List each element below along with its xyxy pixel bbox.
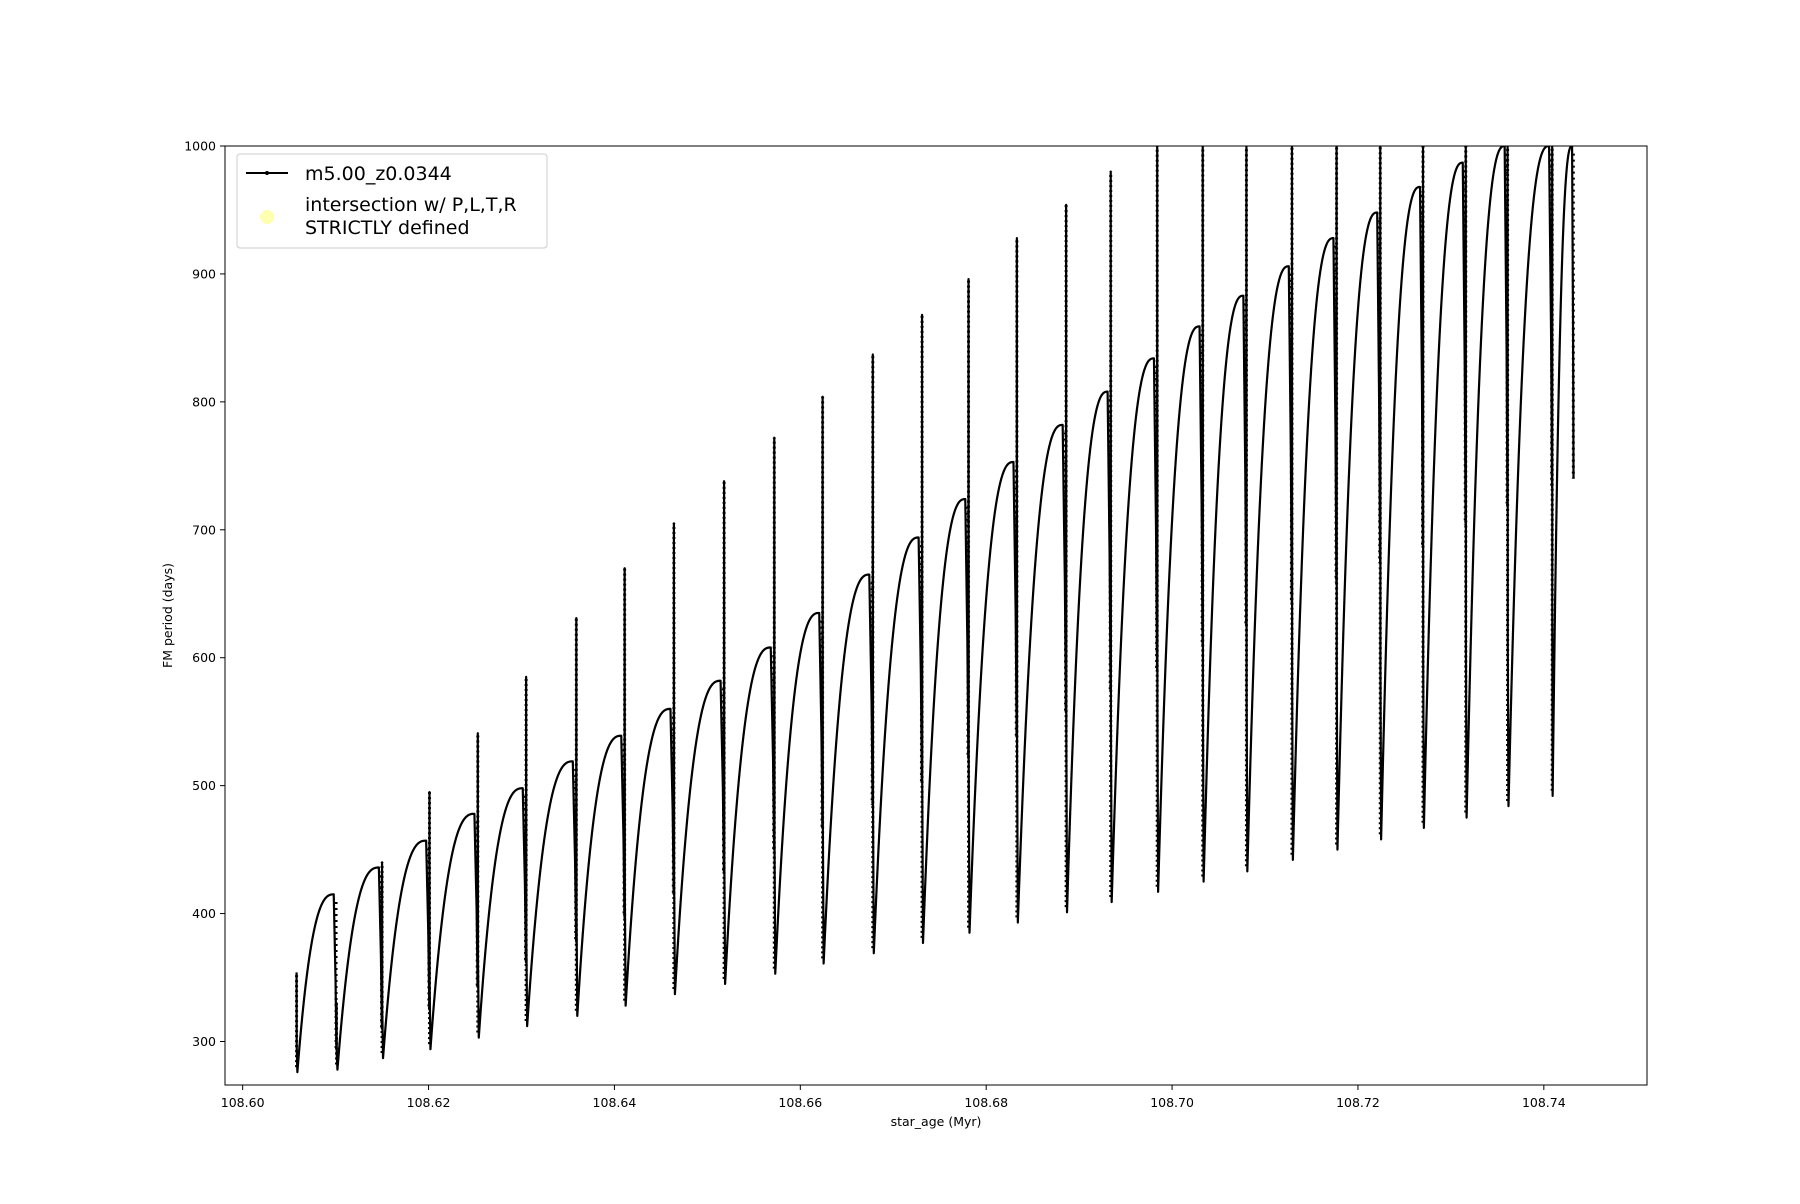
legend-label-series: m5.00_z0.0344: [305, 163, 452, 185]
y-tick-label: 500: [192, 778, 216, 793]
plot-frame: [224, 145, 1648, 1086]
y-tick-label: 600: [192, 650, 216, 665]
x-tick-label: 108.64: [593, 1095, 637, 1110]
x-tick-label: 108.60: [221, 1095, 265, 1110]
legend-label-intersection-line2: STRICTLY defined: [305, 217, 470, 239]
y-tick-label: 1000: [184, 139, 216, 154]
x-tick-label: 108.74: [1522, 1095, 1566, 1110]
legend-box: [236, 153, 548, 249]
x-tick-label: 108.62: [407, 1095, 451, 1110]
y-tick-label: 700: [192, 522, 216, 537]
legend-line-dot: [265, 171, 269, 175]
y-tick-label: 300: [192, 1034, 216, 1049]
y-tick-label: 900: [192, 266, 216, 281]
x-axis-title: star_age (Myr): [891, 1114, 982, 1129]
x-tick-label: 108.72: [1336, 1095, 1380, 1110]
x-tick-label: 108.70: [1150, 1095, 1194, 1110]
legend-circle-swatch: [260, 210, 274, 224]
series-group: [295, 146, 1575, 1074]
x-tick-label: 108.68: [964, 1095, 1008, 1110]
x-tick-label: 108.66: [778, 1095, 822, 1110]
legend-label-intersection-line1: intersection w/ P,L,T,R: [305, 194, 517, 216]
legend: m5.00_z0.0344 intersection w/ P,L,T,R ST…: [236, 153, 548, 249]
series-layer: [295, 146, 1575, 1074]
y-axis-title: FM period (days): [160, 563, 175, 668]
ticks-layer: 108.60 108.62 108.64 108.66 108.68 108.70 108.…: [184, 139, 1566, 1111]
y-tick-label: 400: [192, 906, 216, 921]
y-tick-label: 800: [192, 394, 216, 409]
